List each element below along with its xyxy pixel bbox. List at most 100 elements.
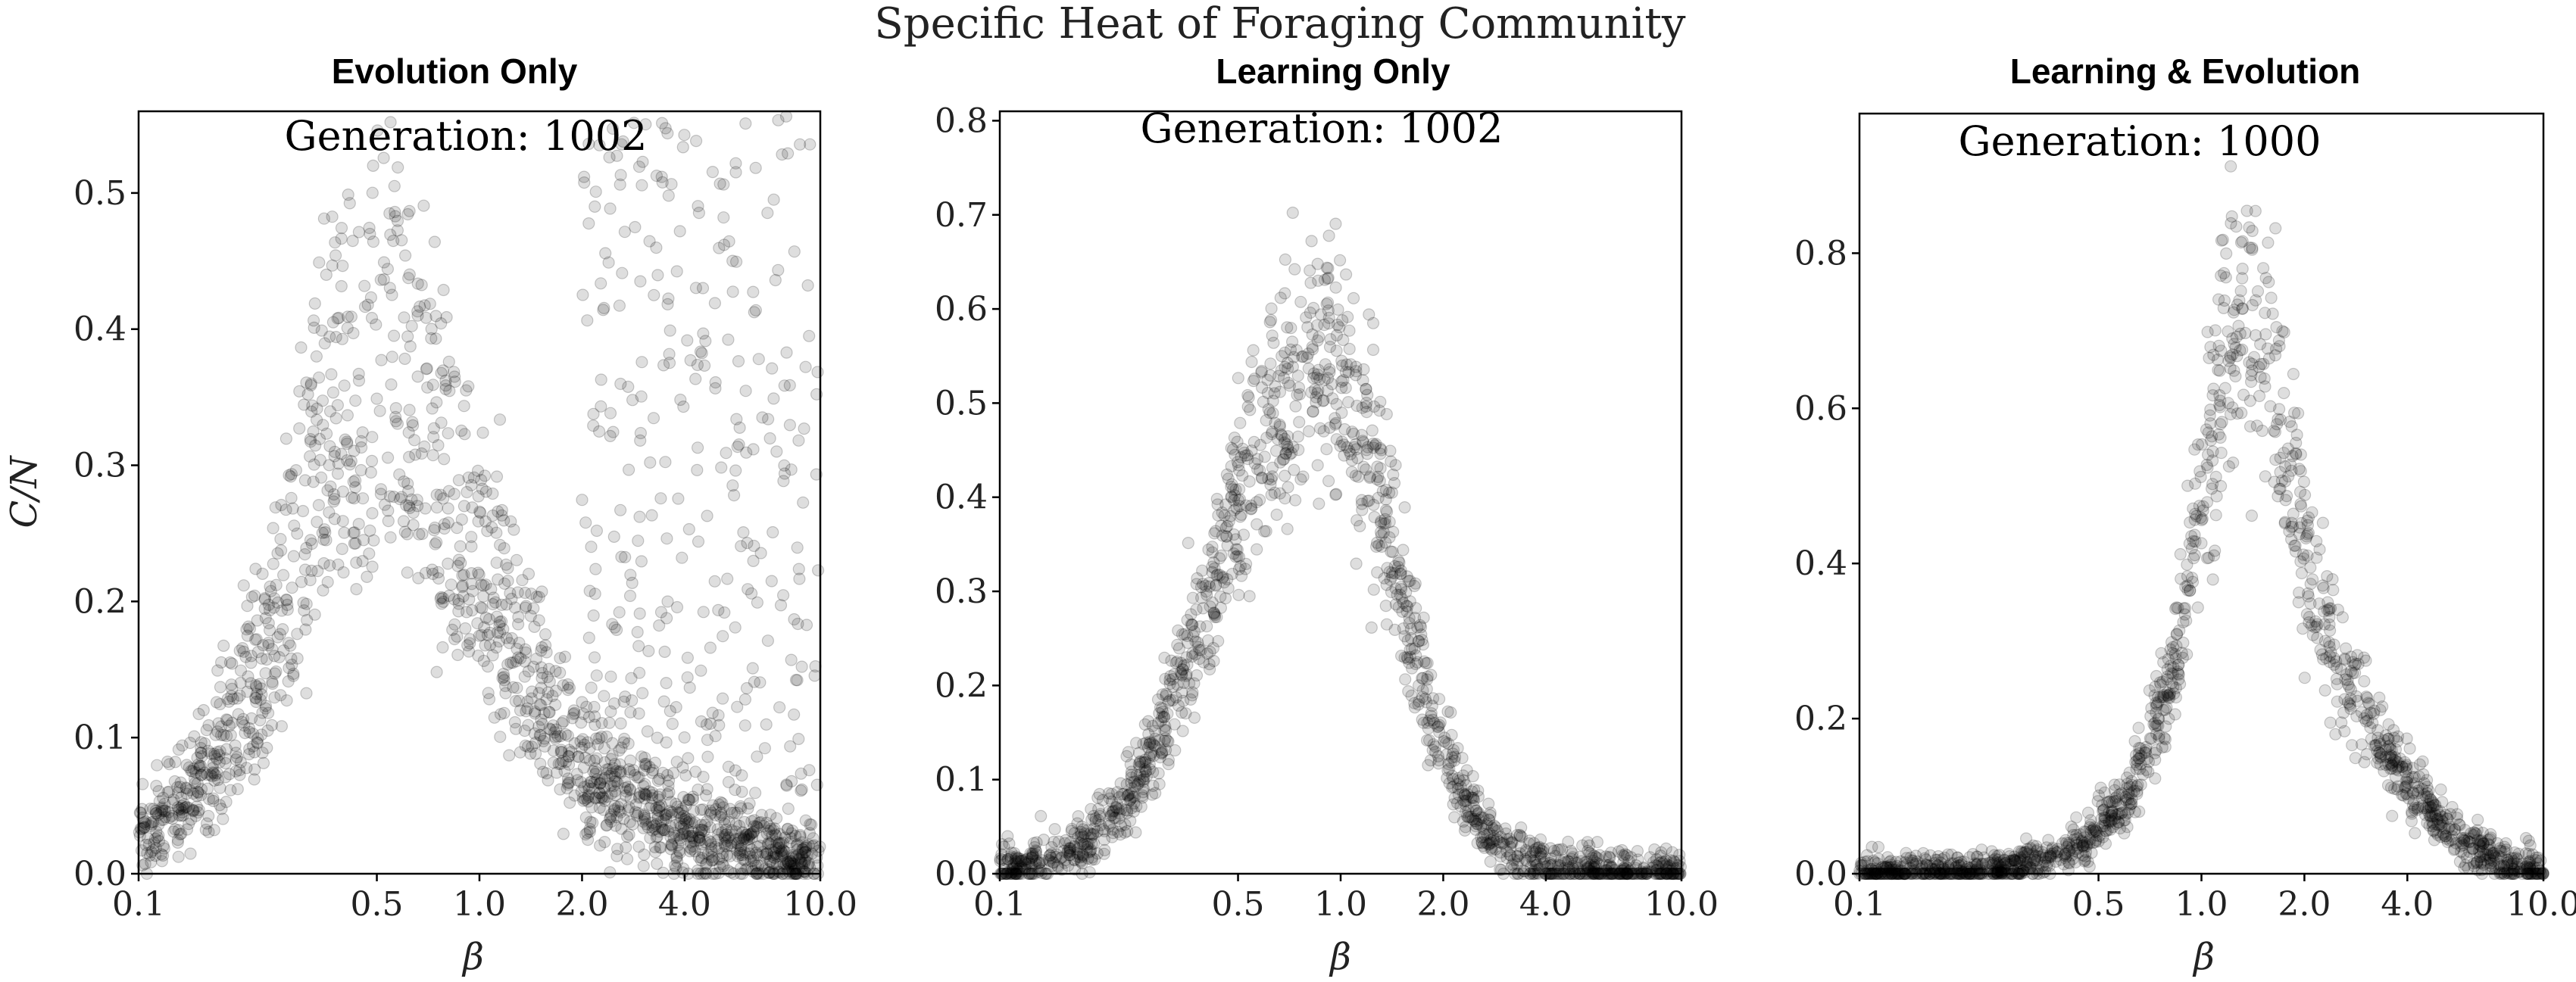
data-point [498,706,511,719]
data-point [1122,746,1135,759]
data-point [2523,860,2536,874]
data-point [438,518,451,531]
data-point [2318,618,2331,631]
data-point [566,712,579,725]
data-point [493,413,507,426]
data-point [264,580,276,593]
panel-title: Learning & Evolution [2010,51,2361,91]
data-point [760,816,773,829]
data-point [349,537,362,550]
data-point [256,706,269,719]
data-point [769,828,782,841]
data-point [578,176,591,189]
data-point [495,503,508,517]
data-point [575,785,588,798]
data-point [405,320,418,332]
data-point [176,806,189,818]
data-point [415,447,428,460]
data-point [326,316,339,329]
data-point [581,826,594,840]
data-point [610,623,623,637]
data-point [713,860,726,873]
data-point [267,522,279,535]
data-point [152,834,166,848]
data-point [726,285,739,298]
data-point [2175,647,2188,659]
data-point [226,682,239,696]
data-point [637,815,650,828]
data-point [436,641,449,654]
data-point [428,235,442,248]
data-point [664,804,676,818]
data-point [582,631,595,644]
data-point [373,404,386,417]
data-point [395,491,408,503]
data-point [300,687,313,700]
data-point [471,464,485,478]
data-point [432,438,445,452]
data-point [709,382,722,395]
data-point [604,670,617,683]
figure-suptitle: Specific Heat of Foraging Community [874,0,1686,48]
data-point [251,732,264,745]
data-point [1281,522,1294,535]
data-point [1243,590,1256,603]
data-point [688,816,701,829]
data-point [638,848,651,861]
data-point [585,681,598,694]
x-tick-label: 1.0 [2175,885,2228,924]
data-point [341,409,354,422]
data-point [717,630,729,643]
data-point [1185,619,1199,631]
data-point [1350,557,1363,570]
data-point [803,329,816,342]
data-point [161,755,174,768]
data-point [211,725,224,738]
data-point [452,474,466,487]
data-point [646,789,659,802]
data-point [1382,486,1396,499]
data-point [465,531,478,544]
data-point [411,500,424,513]
data-point [155,801,168,814]
data-point [1089,815,1102,828]
data-point [336,515,349,528]
data-point [729,166,742,179]
data-point [673,846,686,859]
data-point [1372,539,1385,552]
data-point [629,220,642,234]
data-point [331,312,344,325]
data-point [1270,508,1283,522]
data-point [317,212,330,225]
data-point [2305,619,2318,632]
data-point [676,551,688,564]
data-point [315,471,328,484]
data-point [615,741,628,754]
data-point [240,762,253,775]
data-point [794,830,807,843]
data-point [804,138,817,151]
data-point [366,560,379,573]
panel-evolution-only: Evolution Only Generation: 1002 0.1 0.5 1.… [3,51,857,978]
data-point [717,178,730,191]
data-point [426,379,439,391]
data-point [490,470,504,483]
data-point [590,765,603,778]
data-point [328,513,341,525]
data-point [639,778,651,790]
data-point [579,751,592,764]
data-point [704,717,717,731]
data-point [792,617,804,631]
data-point [572,750,585,763]
data-point [2304,597,2317,610]
data-point [1551,867,1564,881]
data-point [662,292,675,305]
data-point [271,631,284,644]
data-point [689,135,703,148]
data-point [2285,516,2298,529]
data-point [596,790,609,803]
data-point [554,744,568,756]
data-point [326,259,339,272]
data-point [1245,355,1258,369]
data-point [542,706,555,719]
